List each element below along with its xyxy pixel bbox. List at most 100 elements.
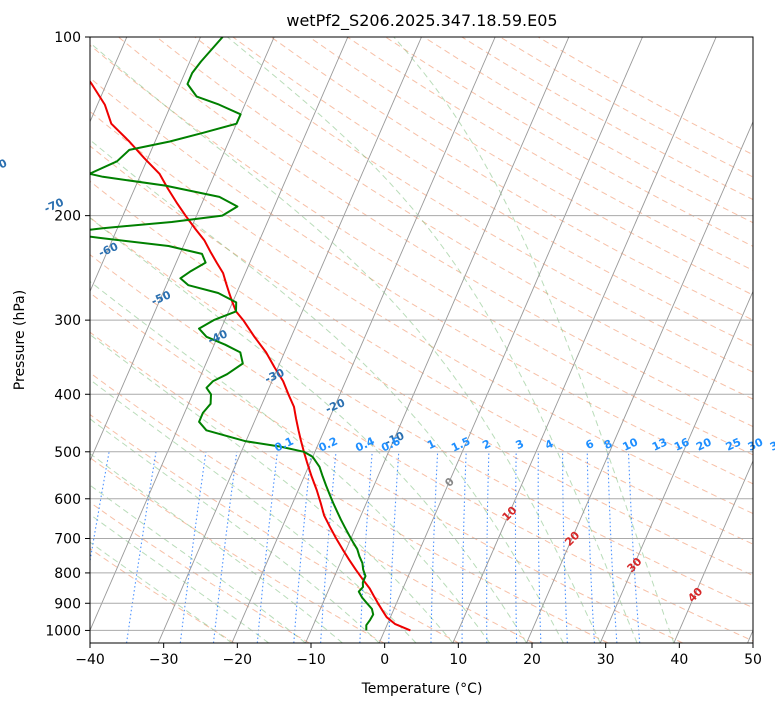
x-tick-label: 50 bbox=[744, 652, 762, 668]
dry-adiabat bbox=[90, 331, 609, 643]
moist-adiabat-label: 0 bbox=[442, 475, 457, 490]
chart-title: wetPf2_S206.2025.347.18.59.E05 bbox=[286, 11, 557, 31]
moist-adiabat-label: 10 bbox=[500, 504, 520, 524]
isotherm-line bbox=[526, 120, 753, 643]
moist-adiabat bbox=[90, 513, 269, 643]
x-tick-label: 0 bbox=[380, 652, 389, 668]
moist-adiabat bbox=[393, 37, 675, 643]
isotherm-line bbox=[378, 37, 643, 643]
dry-adiabat bbox=[90, 254, 753, 642]
dry-adiabat bbox=[499, 37, 753, 178]
isotherm-label: -60 bbox=[97, 240, 121, 260]
x-tick-label: 30 bbox=[597, 652, 615, 668]
mixing-ratio-line bbox=[90, 451, 110, 565]
y-tick-label: 200 bbox=[54, 209, 81, 225]
mixing-ratio-label: 16 bbox=[672, 435, 692, 453]
mixing-ratio-line bbox=[586, 451, 595, 643]
dry-adiabat bbox=[347, 37, 753, 271]
mixing-ratio-label: 36 bbox=[768, 435, 775, 453]
dry-adiabat bbox=[156, 37, 753, 400]
isotherm-line bbox=[157, 37, 422, 643]
isotherm-line bbox=[305, 37, 570, 643]
dry-adiabat bbox=[90, 145, 753, 545]
moist-adiabat bbox=[90, 541, 233, 643]
x-tick-label: −10 bbox=[296, 652, 326, 668]
moist-adiabat bbox=[90, 418, 380, 643]
plot-frame bbox=[89, 36, 754, 644]
moist-adiabat bbox=[90, 333, 454, 643]
dry-adiabat bbox=[308, 37, 753, 296]
y-tick-label: 700 bbox=[54, 532, 81, 548]
mixing-ratio-line bbox=[256, 451, 278, 643]
mixing-ratio-label: 10 bbox=[621, 435, 641, 453]
dewpoint-profile-line bbox=[90, 37, 375, 631]
dry-adiabat bbox=[270, 37, 753, 321]
mixing-ratio-label: 30 bbox=[746, 435, 766, 453]
dry-adiabat bbox=[423, 37, 753, 224]
mixing-ratio-label: 20 bbox=[694, 435, 714, 453]
mixing-ratio-line bbox=[179, 451, 207, 643]
y-tick-label: 100 bbox=[54, 30, 81, 46]
dry-adiabat bbox=[232, 37, 753, 347]
moist-adiabat bbox=[90, 139, 564, 643]
dry-adiabat bbox=[90, 372, 534, 643]
x-tick-label: −40 bbox=[75, 652, 105, 668]
dry-adiabat bbox=[90, 548, 235, 643]
mixing-ratio-line bbox=[388, 451, 400, 643]
y-axis-title: Pressure (hPa) bbox=[12, 290, 28, 390]
mixing-ratio-label: 13 bbox=[650, 435, 669, 453]
dry-adiabat bbox=[90, 44, 753, 456]
y-tick-label: 900 bbox=[54, 596, 81, 612]
x-axis-title: Temperature (°C) bbox=[361, 681, 483, 697]
y-tick-label: 1000 bbox=[45, 623, 81, 639]
temperature-profile-line bbox=[90, 79, 411, 632]
dry-adiabat bbox=[90, 413, 459, 643]
moist-adiabat bbox=[90, 453, 343, 643]
isotherm-label: -80 bbox=[0, 156, 9, 176]
mixing-ratio-line bbox=[293, 451, 312, 643]
dry-adiabat bbox=[90, 77, 753, 485]
y-tick-label: 800 bbox=[54, 566, 81, 582]
mixing-ratio-line bbox=[126, 451, 157, 643]
isotherm-line bbox=[747, 629, 753, 643]
isotherm-line bbox=[90, 37, 201, 293]
x-tick-label: −20 bbox=[223, 652, 253, 668]
dry-adiabat bbox=[90, 501, 310, 643]
mixing-ratio-label: 25 bbox=[724, 435, 743, 453]
isotherm-line bbox=[452, 37, 717, 643]
isotherm-line bbox=[599, 290, 753, 643]
mixing-ratio-label: 3 bbox=[514, 437, 526, 452]
mixing-ratio-line bbox=[212, 451, 238, 643]
mixing-ratio-line bbox=[320, 451, 337, 643]
y-tick-label: 400 bbox=[54, 387, 81, 403]
mixing-ratio-label: 6 bbox=[583, 437, 596, 452]
dry-adiabat bbox=[90, 457, 385, 643]
isotherm-line bbox=[90, 37, 275, 463]
moist-adiabat bbox=[90, 217, 527, 643]
y-tick-label: 600 bbox=[54, 492, 81, 508]
isotherm-line bbox=[673, 459, 753, 643]
dry-adiabat bbox=[118, 37, 753, 428]
moist-adiabat bbox=[90, 484, 306, 643]
moist-adiabat-label: 40 bbox=[685, 585, 705, 605]
moist-adiabat bbox=[227, 37, 638, 643]
moist-adiabat bbox=[90, 280, 491, 643]
x-tick-label: 20 bbox=[523, 652, 541, 668]
mixing-ratio-line bbox=[486, 451, 490, 643]
x-tick-label: −30 bbox=[149, 652, 179, 668]
isotherm-line bbox=[231, 37, 496, 643]
mixing-ratio-line bbox=[514, 451, 518, 643]
moist-adiabat-label: 20 bbox=[562, 529, 582, 549]
dry-adiabat bbox=[461, 37, 753, 201]
isotherm-label: -50 bbox=[149, 288, 173, 308]
y-tick-label: 500 bbox=[54, 445, 81, 461]
isotherm-label: -20 bbox=[324, 396, 348, 416]
x-tick-label: 10 bbox=[449, 652, 467, 668]
moist-adiabat-label: 30 bbox=[625, 555, 645, 575]
x-tick-label: 40 bbox=[670, 652, 688, 668]
dry-adiabat bbox=[194, 37, 753, 373]
mixing-ratio-line bbox=[359, 451, 373, 643]
mixing-ratio-label: 1 bbox=[425, 437, 437, 452]
y-tick-label: 300 bbox=[54, 313, 81, 329]
